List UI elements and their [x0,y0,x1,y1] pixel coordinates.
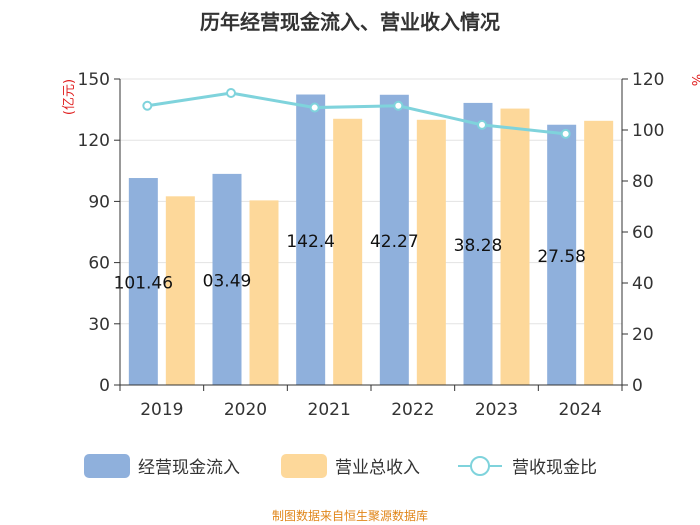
y-right-axis-title: % [688,74,700,86]
x-tick-label-2024: 2024 [559,400,602,420]
data-label-2019: 101.46 [114,274,173,294]
data-label-2024: 27.58 [537,247,586,267]
y-left-tick-label: 60 [88,254,110,274]
bar-cash-inflow-2019 [128,178,158,385]
ratio-line [142,88,571,139]
bar-cash-inflow-2022 [379,94,409,386]
source-note: 制图数据来自恒生聚源数据库 [271,509,428,523]
bar-revenue-2021 [333,118,363,385]
y-left-tick-label: 120 [78,131,110,151]
y-left-tick-label: 0 [99,376,110,396]
y-right-tick-label: 80 [632,172,654,192]
chart-title: 历年经营现金流入、营业收入情况 [200,10,500,34]
y-right-tick-label: 100 [632,121,664,141]
x-tick-label-2019: 2019 [140,400,183,420]
legend-swatch-1 [281,454,327,478]
legend-label-1: 营业总收入 [335,458,420,478]
y-right-tick-label: 120 [632,70,664,90]
bar-cash-inflow-2023 [463,102,493,385]
legend: 经营现金流入 营业总收入 营收现金比 [84,454,597,478]
ratio-line-path [147,91,566,136]
legend-label-2: 营收现金比 [512,458,597,478]
axes: 0 30 60 90 120 150 0 20 40 60 80 100 120 2019 2020 2021… [62,70,700,420]
data-label-2020: 03.49 [203,271,252,291]
y-right-tick-label: 20 [632,325,654,345]
y-right-tick-label: 0 [632,376,643,396]
bar-revenue-2019 [165,196,195,385]
legend-label-0: 经营现金流入 [138,458,240,478]
ratio-point-2022 [393,100,404,111]
ratio-point-2019 [142,100,153,111]
data-label-2022: 42.27 [370,232,419,252]
bar-revenue-2024 [584,120,614,385]
bar-revenue-2022 [416,119,446,386]
legend-marker [470,456,490,476]
legend-swatch-0 [84,454,130,478]
bar-revenue-2023 [500,108,530,385]
grid-lines [120,78,622,325]
ratio-point-2020 [226,88,236,99]
y-left-tick-label: 90 [88,192,110,212]
y-left-tick-label: 150 [78,70,110,90]
bar-cash-inflow-2024 [547,124,577,385]
ratio-point-2024 [560,128,571,139]
data-label-2023: 38.28 [454,236,503,256]
data-label-2021: 142.4 [286,232,335,252]
ratio-point-2021 [309,102,320,113]
x-tick-label-2020: 2020 [224,400,267,420]
bar-series [128,94,614,386]
bar-cash-inflow-2021 [296,94,326,385]
y-right-tick-label: 40 [632,274,654,294]
y-right-tick-label: 60 [632,223,654,243]
bar-cash-inflow-2020 [212,173,242,385]
x-tick-label-2021: 2021 [308,400,351,420]
ratio-point-2023 [477,119,487,130]
y-left-tick-label: 30 [88,315,110,335]
y-left-axis-title: (亿元) [62,79,77,115]
data-labels: 101.46 03.49 142.4 42.27 38.28 27.58 [114,232,586,294]
bar-revenue-2020 [249,200,279,385]
x-tick-label-2023: 2023 [475,400,518,420]
x-tick-label-2022: 2022 [391,400,434,420]
